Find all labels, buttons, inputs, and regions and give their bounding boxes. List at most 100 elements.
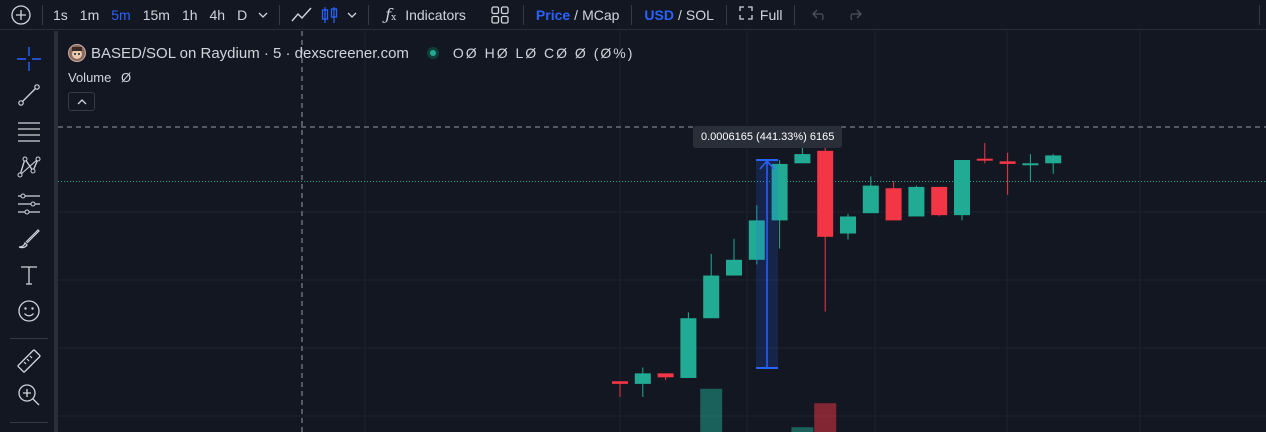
candle bbox=[999, 152, 1016, 195]
candle-body bbox=[817, 150, 834, 237]
indicators-label: Indicators bbox=[405, 6, 466, 23]
candle bbox=[817, 137, 834, 312]
top-toolbar: 1s 1m 5m 15m 1h 4h D ƒx Indicators Price bbox=[0, 0, 1266, 30]
candle bbox=[703, 253, 720, 319]
indicators-button[interactable]: ƒx Indicators bbox=[375, 1, 474, 29]
trend-line-icon bbox=[16, 82, 42, 113]
candle-body bbox=[1045, 155, 1062, 164]
candle-body bbox=[954, 160, 970, 216]
layout-templates-button[interactable] bbox=[487, 1, 517, 29]
candle bbox=[931, 186, 948, 217]
volume-bars bbox=[700, 388, 837, 432]
drawing-toolbar bbox=[0, 31, 58, 432]
candle-body bbox=[612, 381, 628, 384]
chart-type-dropdown-button[interactable] bbox=[342, 1, 362, 29]
slash-separator: / bbox=[677, 6, 682, 23]
interval-15m[interactable]: 15m bbox=[137, 1, 176, 29]
prediction-tool[interactable] bbox=[15, 191, 43, 219]
volume-legend: Volume Ø bbox=[68, 70, 131, 85]
sol-option[interactable]: SOL bbox=[685, 6, 714, 23]
horizontal-lines-icon bbox=[16, 118, 42, 149]
mcap-option[interactable]: MCap bbox=[582, 6, 620, 23]
token-avatar-icon bbox=[68, 44, 86, 62]
chart-legend: BASED/SOL on Raydium · 5 · dexscreener.c… bbox=[68, 44, 634, 62]
candle-body bbox=[999, 161, 1016, 164]
toolbar-divider bbox=[279, 4, 281, 25]
crosshair-tool[interactable] bbox=[15, 46, 43, 75]
toolbar-divider bbox=[631, 4, 633, 25]
price-mcap-toggle[interactable]: Price / MCap bbox=[530, 1, 626, 29]
toolbar-divider bbox=[725, 4, 727, 25]
text-tool[interactable] bbox=[15, 263, 43, 291]
candle-body bbox=[634, 373, 651, 384]
candles-chart-type-button[interactable] bbox=[318, 1, 342, 29]
interval-dropdown-button[interactable] bbox=[253, 1, 273, 29]
collapse-legend-button[interactable] bbox=[68, 92, 95, 111]
interval-1s[interactable]: 1s bbox=[49, 1, 74, 29]
fullscreen-button[interactable]: Full bbox=[733, 1, 789, 29]
brush-tool[interactable] bbox=[15, 227, 43, 255]
volume-bar bbox=[791, 427, 814, 432]
candle bbox=[908, 185, 925, 217]
toolbar-divider bbox=[1259, 5, 1260, 25]
candle-body bbox=[657, 373, 674, 378]
interval-d[interactable]: D bbox=[231, 1, 253, 29]
text-t-icon bbox=[16, 262, 42, 293]
toolbar-divider bbox=[42, 4, 43, 25]
candle bbox=[657, 373, 674, 380]
candle bbox=[634, 367, 651, 397]
smiley-icon bbox=[16, 298, 42, 329]
toolbar-divider bbox=[480, 5, 481, 25]
candle-body bbox=[794, 154, 811, 164]
candle-body bbox=[703, 275, 720, 319]
volume-bar bbox=[700, 388, 723, 432]
candle-body bbox=[726, 259, 742, 276]
pattern-tool[interactable] bbox=[15, 155, 43, 183]
usd-option[interactable]: USD bbox=[644, 6, 674, 23]
interval-1m[interactable]: 1m bbox=[74, 1, 105, 29]
interval-label: D bbox=[237, 6, 248, 23]
measure-value: 0.0006165 (441.33%) 6165 bbox=[701, 131, 835, 143]
slash-separator: / bbox=[574, 6, 579, 23]
candle-body bbox=[748, 220, 765, 260]
candle bbox=[726, 238, 742, 276]
add-symbol-button[interactable] bbox=[0, 1, 40, 29]
ruler-tool[interactable] bbox=[15, 348, 43, 379]
interval-5m[interactable]: 5m bbox=[105, 1, 136, 29]
interval-label: 15m bbox=[142, 6, 170, 23]
redo-button[interactable] bbox=[839, 1, 869, 29]
volume-label: Volume bbox=[68, 70, 112, 85]
candle bbox=[748, 205, 765, 265]
tools-divider bbox=[10, 338, 48, 339]
price-option[interactable]: Price bbox=[535, 6, 571, 23]
line-chart-type-button[interactable] bbox=[286, 1, 318, 29]
forecast-lines-icon bbox=[16, 190, 42, 221]
brush-icon bbox=[16, 226, 42, 257]
candle bbox=[976, 142, 993, 164]
zoom-in-tool[interactable] bbox=[15, 383, 43, 411]
plus-circle-icon bbox=[11, 4, 31, 25]
ruler-icon bbox=[16, 348, 42, 379]
candle-body bbox=[862, 185, 879, 214]
interval-label: 1m bbox=[79, 6, 100, 23]
ohlc-values: OØ HØ LØ CØ Ø (Ø%) bbox=[452, 45, 635, 61]
price-chart[interactable] bbox=[58, 31, 1266, 432]
tools-divider bbox=[10, 422, 48, 423]
usd-sol-toggle[interactable]: USD / SOL bbox=[638, 1, 719, 29]
interval-1h[interactable]: 1h bbox=[176, 1, 204, 29]
chart-grid bbox=[58, 31, 1266, 432]
emoji-tool[interactable] bbox=[15, 299, 43, 327]
trend-line-tool[interactable] bbox=[15, 83, 43, 111]
measure-tooltip: 0.0006165 (441.33%) 6165 bbox=[693, 126, 843, 148]
zoom-in-icon bbox=[16, 382, 42, 413]
chevron-down-icon bbox=[346, 9, 358, 21]
chevron-up-icon bbox=[77, 93, 87, 111]
candles-icon bbox=[321, 5, 339, 25]
candle-body bbox=[771, 163, 788, 221]
fib-retracement-tool[interactable] bbox=[15, 119, 43, 147]
candle-body bbox=[908, 186, 925, 217]
interval-label: 4h bbox=[209, 6, 226, 23]
chart-title: BASED/SOL on Raydium · 5 · dexscreener.c… bbox=[91, 44, 409, 62]
undo-button[interactable] bbox=[801, 1, 839, 29]
interval-4h[interactable]: 4h bbox=[204, 1, 232, 29]
